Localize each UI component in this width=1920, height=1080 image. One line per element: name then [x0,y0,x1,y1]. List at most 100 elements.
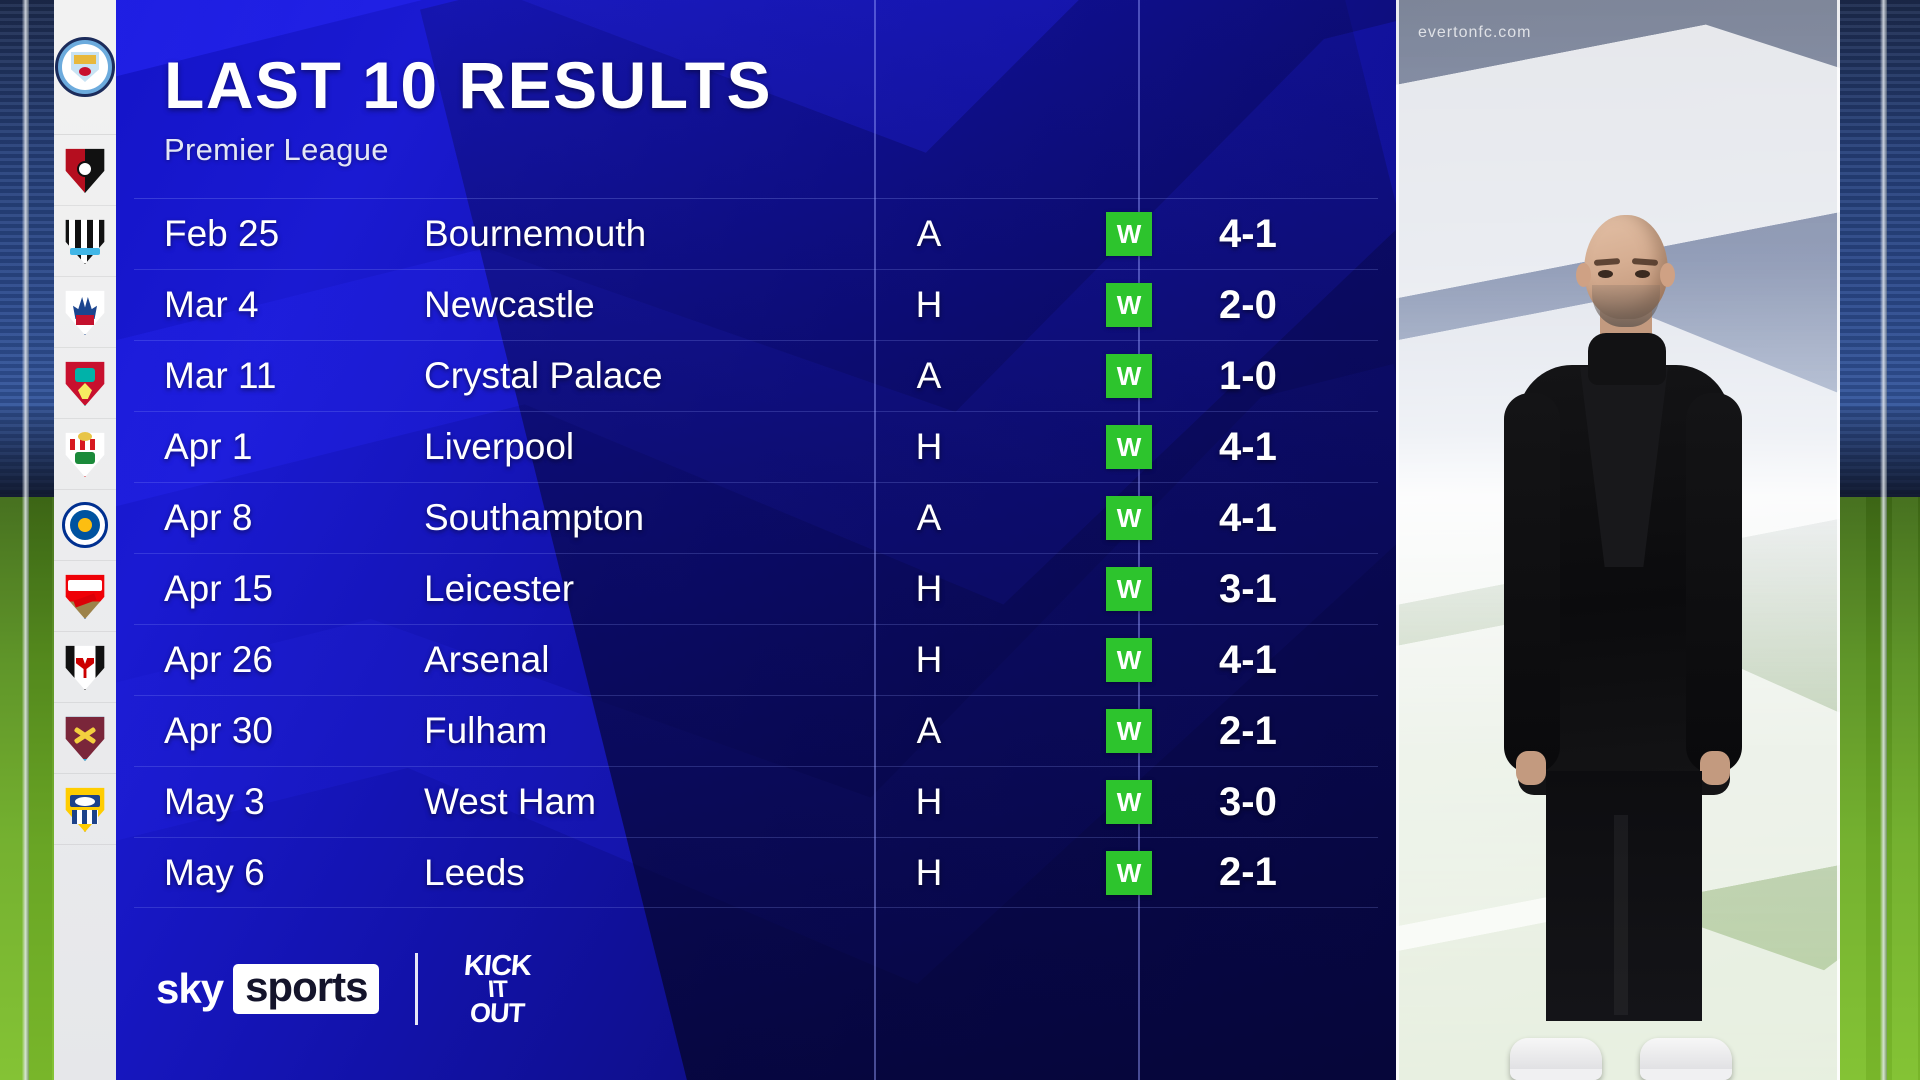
right-shoe [1640,1038,1732,1080]
crystal-palace-crest [62,289,108,335]
table-row: Apr 15 Leicester H W 3-1 [134,553,1378,624]
sky-wordmark: sky [156,965,224,1012]
leicester-crest [62,502,108,548]
result-score: 3-0 [1219,779,1277,824]
result-date: May 6 [164,851,265,893]
result-score: 2-1 [1219,708,1277,753]
sidebar-item-manchester-city[interactable] [54,0,116,135]
table-row: Apr 1 Liverpool H W 4-1 [134,411,1378,482]
leeds-crest [62,786,108,832]
result-outcome-cell: W [1089,283,1169,327]
page-subtitle: Premier League [164,132,389,167]
table-row: Mar 11 Crystal Palace A W 1-0 [134,340,1378,411]
stadium-post [1880,0,1887,1080]
result-opponent: West Ham [424,781,597,822]
result-score: 2-1 [1219,850,1277,894]
result-venue: H [915,781,943,822]
result-score: 1-0 [1219,353,1277,398]
page-title: LAST 10 RESULTS [164,48,773,122]
result-score: 4-1 [1219,637,1277,682]
sidebar-item-bournemouth[interactable] [54,135,116,206]
right-hand [1700,751,1730,785]
bournemouth-crest [62,147,108,193]
result-venue: H [915,851,943,893]
leg-separation [1614,815,1628,1015]
result-outcome-cell: W [1089,496,1169,540]
results-panel: LAST 10 RESULTS Premier League Feb 25 Bou… [116,0,1396,1080]
sidebar-item-crystal-palace[interactable] [54,277,116,348]
table-row: May 6 Leeds H W 2-1 [134,837,1378,908]
right-ear [1660,263,1675,287]
left-hand [1516,751,1546,785]
result-outcome-cell: W [1089,425,1169,469]
result-outcome-cell: W [1089,638,1169,682]
sidebar-item-leeds[interactable] [54,774,116,845]
result-venue: A [916,497,942,538]
sidebar-item-southampton[interactable] [54,419,116,490]
status-badge: W [1106,354,1152,398]
result-score: 4-1 [1219,495,1277,540]
result-date: Apr 1 [164,426,253,467]
result-date: Apr 26 [164,639,274,680]
result-date: Mar 4 [164,284,259,325]
column-divider-left [874,0,876,1080]
sidebar-item-liverpool[interactable] [54,348,116,419]
left-arm [1504,393,1560,773]
results-table: Feb 25 Bournemouth A W 4-1 Mar 4 Newcastle H W 2-… [134,198,1378,908]
logo-divider [415,953,419,1025]
sidebar-item-arsenal[interactable] [54,561,116,632]
table-row: May 3 West Ham H W 3-0 [134,766,1378,837]
result-opponent: Bournemouth [424,213,647,254]
presenter-panel-right-edge [1837,0,1840,1080]
table-row: Feb 25 Bournemouth A W 4-1 [134,198,1378,269]
right-stadium-footage [1840,0,1920,1080]
left-eye [1598,270,1613,278]
west-ham-crest [62,715,108,761]
result-outcome-cell: W [1089,567,1169,611]
result-date: Apr 30 [164,710,274,751]
status-badge: W [1106,850,1152,895]
result-outcome-cell: W [1089,354,1169,398]
result-outcome-cell: W [1089,212,1169,256]
column-divider-right [1138,0,1140,1080]
result-opponent: Leicester [424,568,575,609]
result-outcome-cell: W [1089,780,1169,824]
newcastle-crest [62,218,108,264]
result-venue: H [915,426,943,467]
club-badge-rail [54,0,116,1080]
status-badge: W [1106,212,1152,256]
left-ear [1576,263,1591,287]
kick-it-out-logo: KICK IT OUT [454,946,541,1032]
table-row: Apr 8 Southampton A W 4-1 [134,482,1378,553]
stadium-post [22,0,29,1080]
result-opponent: Fulham [424,710,548,751]
result-opponent: Crystal Palace [424,355,663,396]
result-venue: H [915,284,943,325]
badge-rail-spacer [54,845,116,1080]
arsenal-crest [62,573,108,619]
result-venue: H [915,568,943,609]
sidebar-item-leicester[interactable] [54,490,116,561]
status-badge: W [1106,709,1152,753]
result-score: 4-1 [1219,211,1277,256]
result-date: Feb 25 [164,213,280,254]
status-badge: W [1106,283,1152,327]
sidebar-item-fulham[interactable] [54,632,116,703]
sky-sports-logo: sky sports [156,964,380,1014]
sidebar-item-newcastle[interactable] [54,206,116,277]
status-badge: W [1106,567,1152,611]
right-arm [1686,393,1742,773]
fulham-crest [62,644,108,690]
result-venue: A [916,710,942,751]
result-venue: H [915,639,943,680]
sidebar-item-west-ham[interactable] [54,703,116,774]
presenter-panel: evertonfc.com [1396,0,1840,1080]
result-opponent: Newcastle [424,284,595,325]
status-badge: W [1106,780,1152,824]
right-eye [1635,270,1650,278]
manchester-city-crest [55,37,115,97]
result-outcome-cell: W [1089,850,1169,895]
result-venue: A [916,355,942,396]
left-shoe [1510,1038,1602,1080]
